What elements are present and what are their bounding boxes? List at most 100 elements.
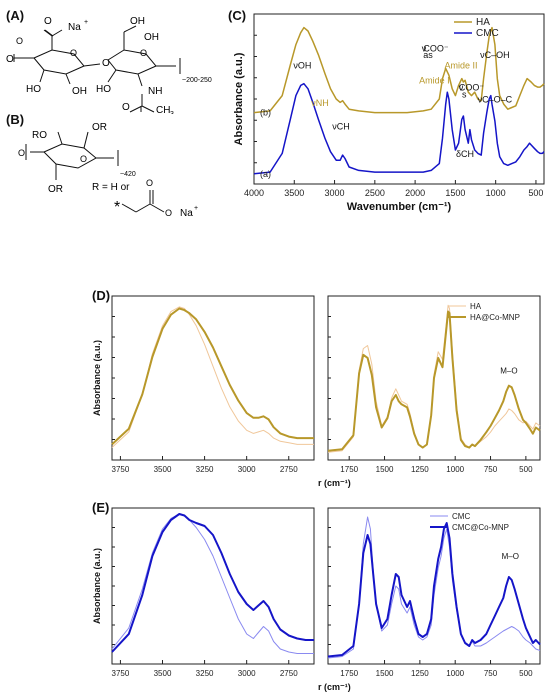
plot-frame: [111, 507, 315, 665]
chem-text-b-6: OR: [48, 184, 63, 195]
x-tick-label: 750: [484, 465, 498, 474]
panel-label-a: (A): [6, 8, 25, 23]
series-line-cmc: [111, 513, 314, 654]
x-tick-label: 3500: [284, 188, 304, 198]
x-tick-label: 1250: [411, 465, 429, 474]
x-tick-label: 2000: [405, 188, 425, 198]
legend-label: CMC@Co-MNP: [452, 523, 509, 532]
x-tick-label: 500: [528, 188, 543, 198]
x-tick-label: 3750: [112, 465, 130, 474]
hyaluronic-acid-structure: O Na + OH OH HO O O HO OH NH O CH 3 ~200…: [6, 16, 212, 114]
y-axis-label: Absorbance (a.u.): [92, 548, 102, 624]
chem-text-b-2: OR: [92, 122, 107, 133]
chart-ftir-ha-cmc: 4000 3500 3000 2500 2000 1500 1000 500 (b) (a) νOH…: [233, 13, 545, 213]
chem-text-a-2: Na: [68, 22, 81, 33]
legend-label: CMC: [476, 28, 499, 39]
legend-label: HA: [476, 17, 490, 28]
chem-text-a-11: NH: [148, 86, 162, 97]
x-tick-label: 3000: [238, 669, 256, 678]
x-tick-label: 1500: [445, 188, 465, 198]
series-line-ha-co-mnp: [327, 310, 541, 452]
chem-text-b-10: O: [165, 208, 172, 218]
legend-label: CMC: [452, 512, 470, 521]
chem-text-b-9: O: [146, 178, 153, 188]
series-line-ha-co-mnp: [111, 307, 314, 446]
x-tick-label: 500: [519, 669, 533, 678]
x-tick-label: 3750: [112, 669, 130, 678]
x-tick-label: 1000: [486, 188, 506, 198]
x-tick-label: 1500: [376, 669, 394, 678]
chem-text-b-12: +: [194, 205, 198, 212]
x-tick-label: 3250: [196, 669, 214, 678]
x-tick-label: 500: [519, 465, 533, 474]
annotation: M–O: [502, 552, 519, 561]
chem-text-a-8: O: [102, 58, 110, 69]
x-axis-label: Wavenumber (cm⁻¹): [347, 201, 452, 213]
panel-label-b: (B): [6, 112, 25, 127]
chem-text-a-13: CH: [156, 105, 170, 114]
x-tick-label: 3000: [238, 465, 256, 474]
series-tag: (b): [260, 108, 271, 118]
chem-text-b-3: ~420: [120, 171, 136, 178]
chart-e-fingerprint-region: 1750 1500 1250 1000 750 500 M–O CMC CMC@Co-MNP Wa…: [318, 507, 541, 692]
chem-text-a-18: O: [16, 36, 23, 46]
chem-text-b-7: R = H or: [92, 182, 130, 193]
chem-text-b-11: Na: [180, 208, 193, 219]
x-tick-label: 2750: [280, 669, 298, 678]
x-tick-label: 2500: [365, 188, 385, 198]
chem-text-a-10: OH: [144, 32, 159, 43]
annotation: Amide I: [419, 76, 450, 86]
chart-d-oh-region: 3750 3500 3250 3000 2750 Absorbance (a.u.): [92, 295, 315, 474]
x-tick-label: 1750: [340, 465, 358, 474]
x-tick-label: 1750: [340, 669, 358, 678]
annotation: COO⁻: [423, 43, 449, 53]
chem-text-a-15: ~200-250: [182, 77, 212, 84]
series-line-cmc-co-mnp: [111, 513, 314, 653]
x-tick-label: 1000: [446, 669, 464, 678]
annotation: COO⁻: [459, 83, 485, 93]
annotation: νCH: [332, 122, 350, 132]
x-tick-label: 3500: [154, 465, 172, 474]
annotation: ν: [459, 83, 464, 93]
chem-text-a-16: O: [70, 48, 77, 58]
annotation: M–O: [500, 366, 517, 375]
chem-text-b-4: O: [80, 154, 87, 164]
chem-text-a-17: O: [140, 48, 147, 58]
chem-text-b-1: RO: [32, 130, 47, 141]
x-tick-label: 1000: [446, 465, 464, 474]
annotation: as: [423, 50, 433, 60]
chem-text-a-7: O: [6, 54, 14, 65]
carboxymethyl-cellulose-structure: RO OR ~420 O O OR R = H or * O O Na +: [18, 122, 198, 219]
panel-label-c: (C): [228, 8, 247, 23]
chem-text-a-5: OH: [72, 86, 87, 97]
x-axis-label: Wavenumber (cm⁻¹): [318, 478, 351, 488]
annotation: ν: [422, 43, 427, 53]
series-line-ha: [253, 26, 545, 114]
series-tag: (a): [260, 169, 271, 179]
legend-label: HA: [470, 302, 482, 311]
y-axis-label: Absorbance (a.u.): [92, 340, 102, 416]
y-axis-label: Absorbance (a.u.): [233, 52, 245, 145]
series-line-ha: [111, 306, 314, 448]
chem-text-a-3: +: [84, 19, 88, 26]
annotation: νOH: [293, 60, 311, 70]
chem-text-b-8: *: [114, 199, 120, 216]
chart-e-oh-region: 3750 3500 3250 3000 2750 Absorbance (a.u.): [92, 507, 315, 678]
series-line-cmc-co-mnp: [327, 522, 541, 658]
annotation: νC–OH: [480, 50, 510, 60]
chem-text-a-14: 3: [170, 111, 174, 114]
panel-label-d: (D): [92, 288, 111, 303]
x-tick-label: 3250: [196, 465, 214, 474]
chem-text-a-12: O: [122, 102, 130, 113]
annotation: νNH: [311, 98, 329, 108]
annotation: Amide II: [445, 60, 478, 70]
x-tick-label: 1250: [411, 669, 429, 678]
chem-text-a-6: HO: [26, 84, 41, 95]
x-tick-label: 750: [484, 669, 498, 678]
x-axis-label: Wavenumber (cm⁻¹): [318, 682, 351, 692]
series-line-cmc: [253, 82, 545, 175]
x-tick-label: 2750: [280, 465, 298, 474]
legend-label: HA@Co-MNP: [470, 313, 520, 322]
chem-text-a-4: OH: [130, 16, 145, 27]
x-tick-label: 1500: [376, 465, 394, 474]
